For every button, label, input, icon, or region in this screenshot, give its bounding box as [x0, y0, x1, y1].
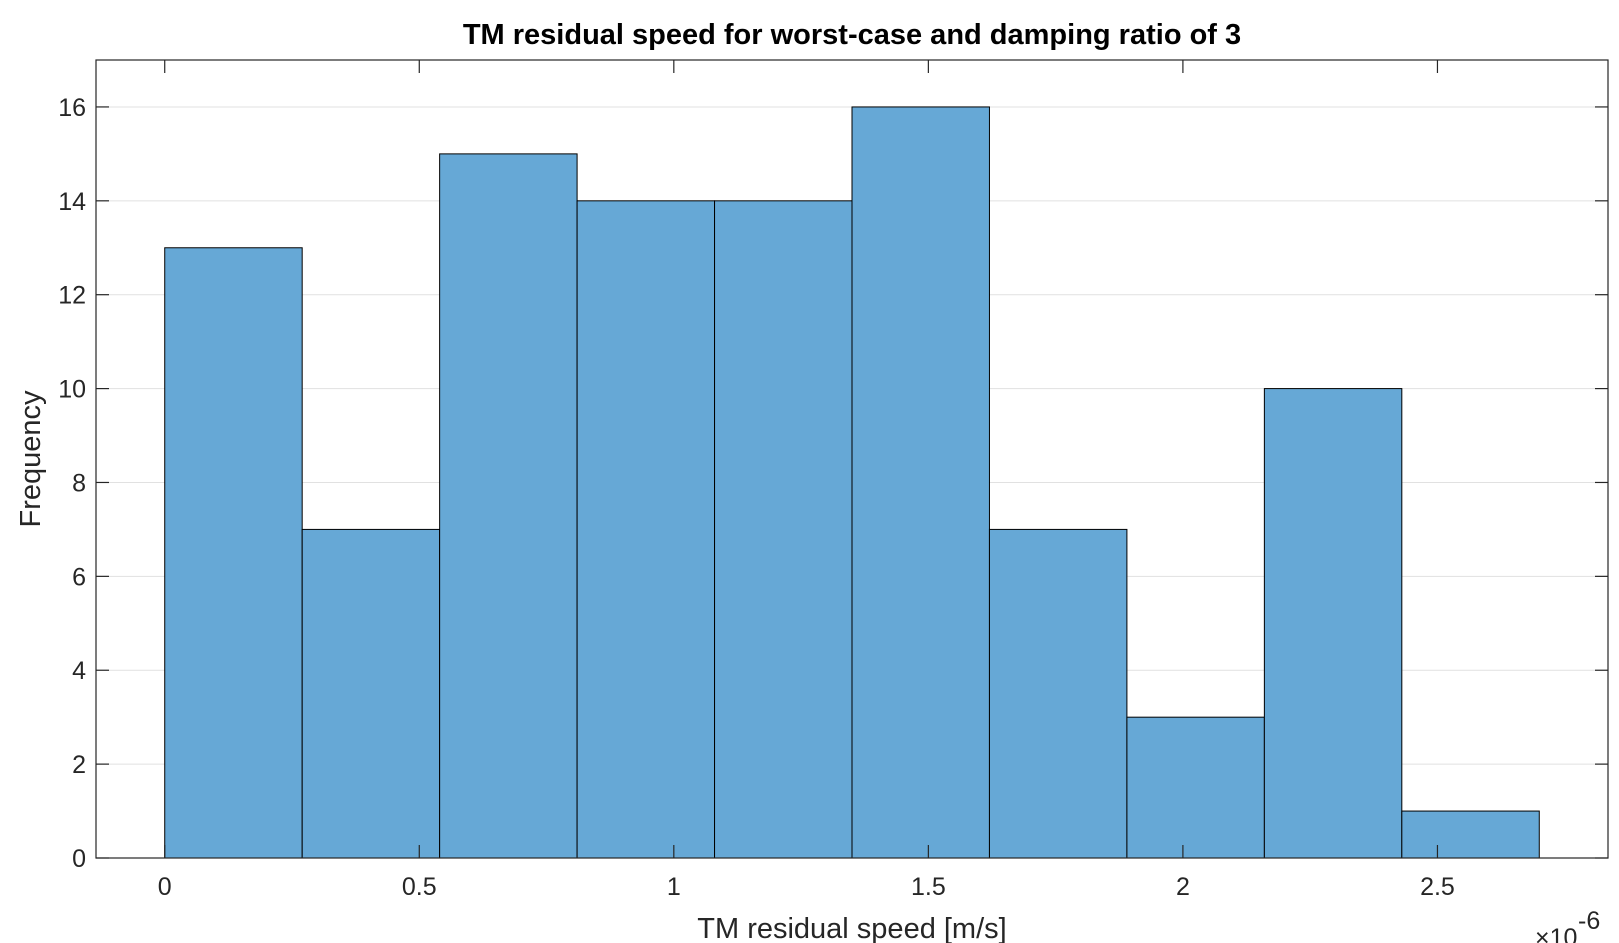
- histogram-bar: [576, 200, 716, 859]
- y-tick-label: 6: [72, 563, 86, 591]
- y-tick-label: 16: [58, 94, 86, 122]
- x-tick-labels: 0 0.5 1 1.5 2 2.5: [158, 873, 1455, 901]
- y-tick-labels: 0 2 4 6 8 10 12 14 16: [58, 94, 86, 873]
- y-tick-label: 8: [72, 469, 86, 497]
- histogram-bar: [1263, 388, 1403, 859]
- x-tick-label: 1: [667, 873, 681, 901]
- y-tick-label: 10: [58, 376, 86, 404]
- x-tick-label: 0.5: [402, 873, 437, 901]
- y-tick-label: 14: [58, 188, 86, 216]
- y-tick-label: 0: [72, 845, 86, 873]
- histogram-bar: [439, 153, 578, 859]
- y-tick-label: 2: [72, 751, 86, 779]
- x-axis-label: TM residual speed [m/s]: [697, 913, 1006, 943]
- x-exponent-label: ×10 -6: [1535, 907, 1600, 943]
- x-tick-label: 2: [1176, 873, 1190, 901]
- y-tick-label: 12: [58, 282, 86, 310]
- y-tick-label: 4: [72, 657, 86, 685]
- histogram-bar: [1126, 716, 1265, 859]
- histogram-bar: [301, 528, 441, 859]
- histogram-bar: [714, 200, 853, 859]
- y-axis-label: Frequency: [15, 390, 47, 528]
- x-tick-label: 0: [158, 873, 172, 901]
- bars: [164, 106, 1540, 859]
- x-exponent-times: ×10: [1535, 924, 1577, 943]
- x-tick-label: 2.5: [1420, 873, 1455, 901]
- x-exponent-power: -6: [1578, 907, 1600, 935]
- chart-title: TM residual speed for worst-case and dam…: [463, 19, 1241, 51]
- tick-marks: [96, 60, 1608, 859]
- histogram-bar: [164, 247, 303, 859]
- x-tick-label: 1.5: [911, 873, 946, 901]
- histogram-bar: [851, 106, 990, 859]
- histogram-bar: [988, 528, 1128, 859]
- axes-box: [95, 59, 1609, 859]
- histogram-bar: [1401, 810, 1540, 859]
